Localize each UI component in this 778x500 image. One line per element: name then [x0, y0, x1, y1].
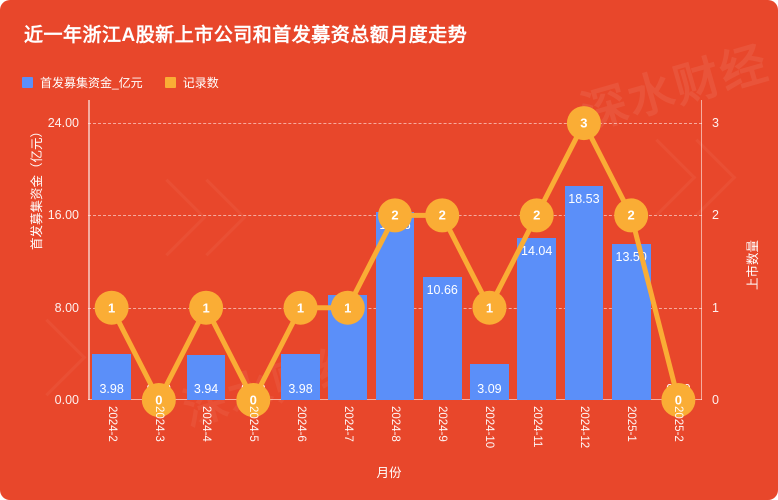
bar-value-label: 0.00 [666, 382, 691, 396]
bar-value-label: 3.09 [477, 382, 502, 396]
chart-title: 近一年浙江A股新上市公司和首发募资总额月度走势 [24, 25, 468, 46]
x-axis-tick-label: 2024-9 [436, 406, 449, 442]
x-axis-tick-label: 2025-1 [625, 406, 638, 442]
y-axis-right-tick-label: 2 [712, 208, 719, 223]
bar-value-label: 10.66 [426, 283, 458, 297]
legend-item-funds[interactable]: 首发募集资金_亿元 [22, 74, 143, 91]
chart-legend: 首发募集资金_亿元 记录数 [22, 74, 219, 91]
y-axis-left-title: 首发募集资金（亿元） [30, 124, 44, 250]
x-axis-title: 月份 [376, 466, 402, 480]
bar[interactable] [517, 238, 557, 400]
bar-value-label: 9.10 [335, 301, 360, 315]
x-axis-tick-label: 2024-8 [389, 406, 401, 442]
x-axis-tick-label: 2024-2 [105, 406, 118, 442]
bar-value-label: 3.94 [193, 382, 219, 396]
legend-swatch-blue-square [22, 77, 33, 88]
bar-value-label: 3.98 [288, 382, 313, 396]
y-axis-left-tick-label: 24.00 [47, 116, 79, 131]
x-axis-tick-label: 2024-5 [247, 406, 260, 442]
x-axis-tick-label: 2024-10 [483, 406, 496, 449]
x-axis-tick-label: 2024-7 [341, 406, 354, 442]
legend-swatch-orange-square [164, 77, 176, 88]
x-axis-tick-label: 2024-12 [577, 406, 590, 449]
bar-value-label: 3.98 [99, 382, 124, 396]
bar[interactable] [564, 186, 604, 400]
legend-item-count[interactable]: 记录数 [164, 74, 219, 91]
y-axis-left-line [88, 100, 90, 400]
bar-value-label: 16.26 [379, 218, 411, 233]
y-axis-left-tick-label: 16.00 [47, 208, 79, 223]
bar-value-label: 13.50 [615, 250, 647, 265]
x-axis-tick-label: 2025-2 [672, 406, 685, 442]
y-axis-right-tick-label: 3 [712, 116, 719, 131]
bar-value-label: 0.00 [241, 382, 266, 396]
bar-value-label: 0.00 [146, 382, 172, 396]
y-axis-left-tick-label: 8.00 [54, 300, 79, 315]
bar-value-label: 18.53 [568, 192, 600, 207]
x-axis-tick-label: 2024-3 [152, 406, 165, 442]
chevron-watermark-icon [8, 318, 87, 397]
bar[interactable] [375, 212, 415, 400]
x-axis-tick-label: 2024-6 [294, 406, 307, 442]
plot-area: 0.00 8.00 16.00 24.00 0 1 2 3 3.98 0.00 3.94 0.00… [48, 100, 719, 417]
bar-value-label: 14.04 [521, 244, 553, 258]
y-axis-right-tick-label: 0 [712, 393, 719, 407]
y-axis-right-title: 上市数量 [746, 239, 760, 290]
bar[interactable] [611, 244, 651, 400]
x-axis-tick-label: 2024-4 [200, 406, 213, 442]
y-axis-right-line [700, 100, 702, 400]
y-axis-right-tick-label: 1 [712, 300, 719, 315]
y-axis-left-tick-label: 0.00 [54, 393, 79, 407]
gridline [88, 123, 702, 125]
x-axis-tick-label: 2024-11 [530, 406, 543, 448]
legend-label: 首发募集资金_亿元 [40, 76, 143, 90]
legend-label: 记录数 [182, 76, 219, 90]
